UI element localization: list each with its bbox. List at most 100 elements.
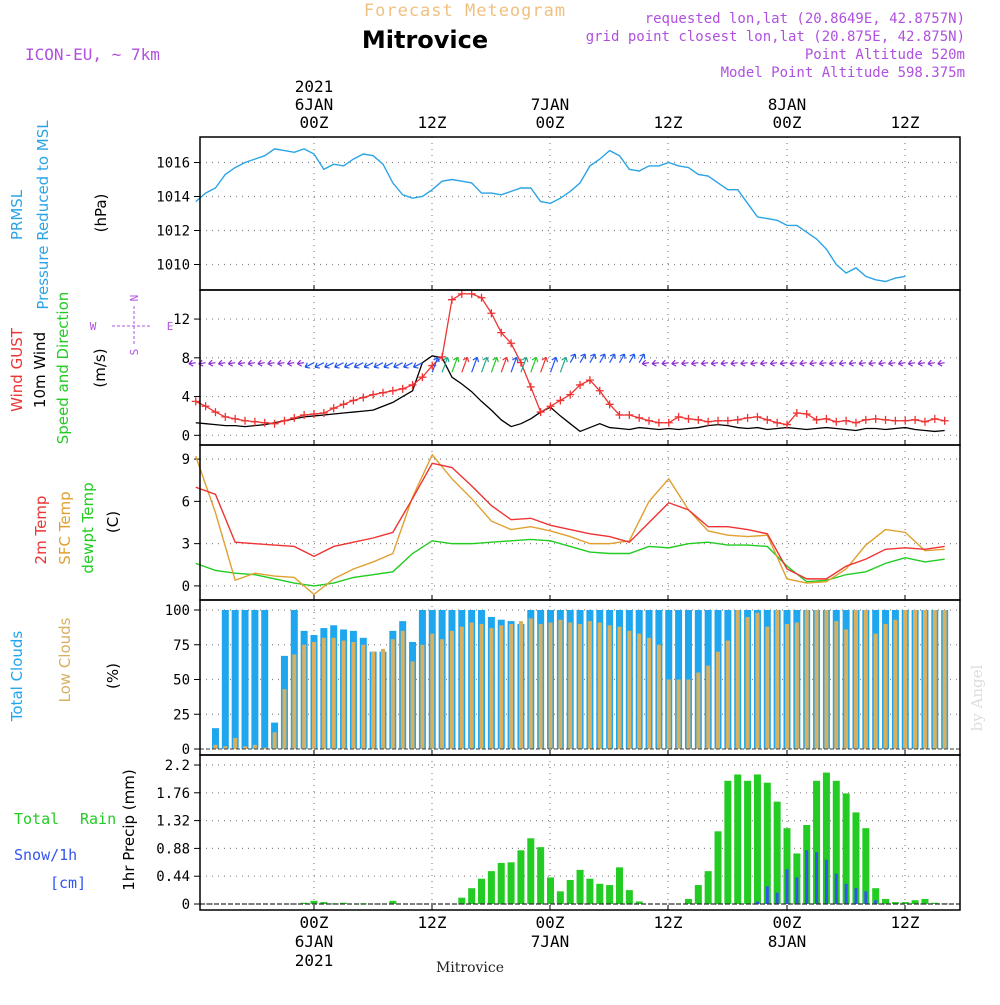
gust-marker xyxy=(861,415,870,424)
wind-arrow xyxy=(730,359,738,367)
wind-arrow xyxy=(441,356,450,373)
wind-gust-line xyxy=(195,293,945,426)
low-cloud-bar xyxy=(430,633,435,749)
low-cloud-bar xyxy=(627,630,632,749)
wind-arrow xyxy=(451,356,460,373)
low-cloud-bar xyxy=(883,623,888,749)
bottom-tick-00z-8: 00Z xyxy=(773,913,802,932)
rain-bar xyxy=(901,902,909,904)
wind-arrow xyxy=(559,356,568,373)
gust-marker xyxy=(851,418,860,427)
rain-bar xyxy=(872,888,880,904)
wind-arrow xyxy=(393,362,403,369)
low-cloud-bar xyxy=(755,612,760,749)
prmsl-label: PRMSL xyxy=(8,189,26,240)
wind-arrow xyxy=(334,362,344,369)
low-cloud-bar xyxy=(302,644,307,749)
gust-marker xyxy=(467,289,476,298)
rain-bar xyxy=(389,900,397,904)
low-cloud-bar xyxy=(942,610,947,749)
wind-arrow xyxy=(809,359,817,367)
low-cloud-bar xyxy=(745,616,750,749)
wind-arrow xyxy=(848,359,857,367)
total-cloud-bar xyxy=(261,610,269,749)
ytick-label-2: 8 xyxy=(182,351,190,367)
wind-arrow xyxy=(579,353,587,363)
gust-marker xyxy=(260,418,269,427)
ytick-label-0: 0 xyxy=(182,897,190,913)
wind-arrow xyxy=(641,359,650,367)
gust-marker xyxy=(625,410,634,419)
gust-marker xyxy=(270,419,279,428)
rain-bar xyxy=(911,900,919,904)
ytick-label-3: 75 xyxy=(173,638,190,654)
snow-bar xyxy=(785,869,789,904)
ytick-label-2: 6 xyxy=(182,494,190,510)
gust-marker xyxy=(911,415,920,424)
wind-arrow xyxy=(304,362,315,369)
top-date-6jan: 6JAN xyxy=(295,95,334,114)
wind-arrow xyxy=(373,362,384,369)
rain-bar xyxy=(763,782,771,904)
gust-marker xyxy=(497,328,506,337)
low-cloud-bar xyxy=(440,639,445,749)
wind-arrow xyxy=(750,359,758,367)
wind-arrow xyxy=(710,359,719,367)
gust-marker xyxy=(349,396,358,405)
gust-marker xyxy=(280,416,289,425)
gust-marker xyxy=(516,358,525,367)
wind-arrow xyxy=(403,362,413,369)
wind-arrow xyxy=(937,359,945,367)
gust-marker xyxy=(635,413,644,422)
gust-marker xyxy=(871,414,880,423)
ytick-label-1: 3 xyxy=(182,537,190,553)
wind-arrow xyxy=(799,359,807,367)
rain-bar xyxy=(724,780,732,904)
bottom-tick-12z-7: 12Z xyxy=(654,913,683,932)
snow-bar xyxy=(775,892,779,904)
bottom-tick-12z-6: 12Z xyxy=(418,913,447,932)
rain-bar xyxy=(714,831,722,904)
gust-marker xyxy=(526,382,535,391)
low-cloud-bar xyxy=(834,621,839,749)
low-cloud-bar xyxy=(272,732,277,749)
panel-frame-4 xyxy=(199,754,961,911)
snow-bar xyxy=(805,850,809,904)
wind-arrow xyxy=(530,356,539,373)
wind-arrow xyxy=(789,359,797,367)
ytick-label-0: 0 xyxy=(182,579,190,595)
wind-arrow xyxy=(779,359,788,367)
top-tick-12z-7: 12Z xyxy=(654,113,683,132)
rain-bar xyxy=(300,902,308,904)
bottom-tick-12z-8: 12Z xyxy=(891,913,920,932)
gust-marker xyxy=(438,352,447,361)
wind-arrow xyxy=(549,356,559,373)
ytick-label-2: 0.88 xyxy=(156,841,190,857)
low-cloud-bar xyxy=(578,623,583,749)
low-cloud-bar xyxy=(518,621,523,749)
wind-arrow xyxy=(878,359,886,367)
snow-bar xyxy=(844,883,848,904)
bottom-date-8jan: 8JAN xyxy=(768,932,807,951)
gust-marker xyxy=(250,417,259,426)
wind-arrow xyxy=(838,359,847,367)
ytick-label-2: 50 xyxy=(173,673,190,689)
low-cloud-bar xyxy=(558,619,563,749)
gust-marker xyxy=(654,418,663,427)
cloud-bars xyxy=(211,610,949,749)
wind-arrow xyxy=(907,359,916,367)
gust-marker xyxy=(546,402,555,411)
compass-west: W xyxy=(90,320,97,333)
low-cloud-bar xyxy=(420,644,425,749)
low-cloud-bar xyxy=(489,628,494,749)
ytick-label-4: 100 xyxy=(165,603,190,619)
ytick-label-0: 1010 xyxy=(156,258,190,274)
rain-bar xyxy=(537,847,545,904)
rain-bar xyxy=(773,801,781,904)
low-cloud-bar xyxy=(351,641,356,749)
rain-bar xyxy=(497,862,505,904)
sfc-temp-label: SFC Temp xyxy=(56,491,74,564)
rain-label: Rain xyxy=(80,810,116,828)
snow-bar xyxy=(824,859,828,904)
gust-marker xyxy=(763,415,772,424)
